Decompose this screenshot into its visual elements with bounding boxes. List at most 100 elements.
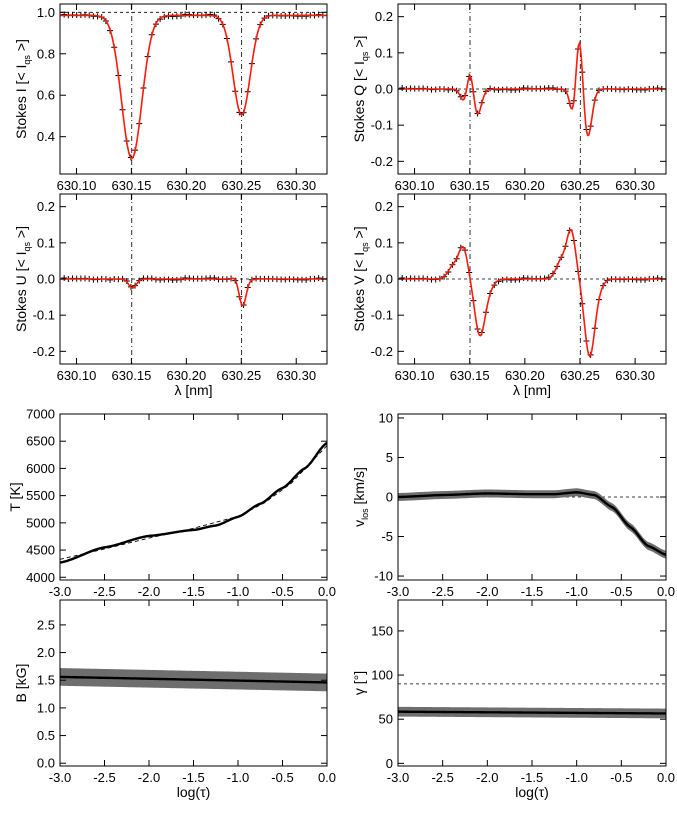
observed-point: [654, 275, 661, 282]
panel-temperature: -3.0 -2.5 -2.0 -1.5 -1.0 -0.5 0.0 4000 4500 5000 5…: [7, 407, 336, 600]
observed-point: [654, 85, 661, 92]
x-tick-label: 630.10: [395, 368, 435, 383]
plot-area: [60, 441, 327, 564]
y-tick-label: -0.2: [371, 154, 393, 169]
y-tick-label: 0: [386, 756, 393, 771]
observed-point: [107, 276, 114, 283]
x-tick-label: -0.5: [271, 770, 293, 785]
fit-line: [398, 40, 666, 137]
x-tick-label: -2.5: [431, 770, 453, 785]
panel-field-strength: -3.0 -2.5 -2.0 -1.5 -1.0 -0.5 0.0 0.0 0.5 1.0 1.5 2…: [13, 599, 336, 800]
y-tick-label: 0.1: [375, 45, 393, 60]
reference-model-line: [60, 445, 327, 560]
axes-frame: [397, 599, 667, 767]
plot-area: [398, 4, 666, 174]
y-tick-label: 0.0: [375, 82, 393, 97]
y-tick-label: -0.2: [371, 344, 393, 359]
y-tick-label: 1.5: [37, 673, 55, 688]
y-tick-label: 0.2: [375, 9, 393, 24]
x-tick-label: -3.0: [387, 584, 409, 599]
x-tick-label: 630.15: [112, 178, 152, 193]
x-tick-label: -2.0: [138, 584, 160, 599]
x-tick-label: 630.30: [615, 178, 655, 193]
y-tick-label: -5: [381, 529, 393, 544]
y-axis-title-main: Stokes V [< I: [351, 252, 367, 332]
y-tick-label: 100: [371, 668, 393, 683]
y-tick-label: 6000: [26, 461, 55, 476]
solution-line: [398, 710, 666, 715]
y-tick-label: 0.5: [37, 728, 55, 743]
observed-point: [399, 85, 406, 92]
x-tick-label: -2.5: [93, 584, 115, 599]
x-tick-label: 630.20: [505, 178, 545, 193]
y-tick-label: 1.0: [37, 700, 55, 715]
observed-point: [549, 85, 556, 92]
y-tick-label: 150: [371, 623, 393, 638]
y-tick-label: -10: [374, 569, 393, 584]
y-axis-title-end: [km/s]: [351, 467, 367, 508]
y-tick-label: 0.1: [37, 235, 55, 250]
x-tick-label: 630.20: [505, 368, 545, 383]
y-axis-title-main: Stokes U [< I: [13, 251, 29, 332]
y-axis-title-end: >]: [351, 36, 367, 52]
x-tick-label: 630.25: [560, 178, 600, 193]
x-tick-label: -1.5: [521, 770, 543, 785]
x-tick-label: 630.25: [221, 178, 261, 193]
x-tick-label: 630.10: [395, 178, 435, 193]
x-axis-title: λ [nm]: [513, 382, 551, 398]
x-tick-label: 630.20: [166, 368, 206, 383]
x-tick-label: -0.5: [610, 770, 632, 785]
solution-line: [398, 491, 666, 556]
panel-stokes-q: 630.10 630.15 630.20 630.25 630.30 -0.2 -0.1 0.…: [351, 3, 667, 193]
x-tick-label: -1.5: [182, 584, 204, 599]
observed-point: [642, 86, 649, 93]
y-axis-title-subscript: qs: [360, 242, 370, 252]
y-axis-title-subscript: los: [360, 508, 370, 520]
uncertainty-band: [60, 441, 327, 564]
y-tick-label: 2.5: [37, 617, 55, 632]
x-tick-label: 630.15: [450, 178, 490, 193]
y-tick-label: 0.1: [375, 235, 393, 250]
observed-point: [315, 275, 322, 282]
observed-point: [642, 276, 649, 283]
x-tick-label: 630.15: [450, 368, 490, 383]
x-tick-label: 0.0: [318, 584, 336, 599]
observed-point: [207, 11, 214, 18]
x-tick-label: 0.0: [318, 770, 336, 785]
plot-area: [398, 194, 666, 364]
y-tick-label: 7000: [26, 407, 55, 422]
y-tick-label: 0.2: [375, 199, 393, 214]
y-axis-title-subscript: qs: [22, 55, 32, 65]
x-tick-label: -3.0: [49, 584, 71, 599]
x-tick-label: -1.0: [565, 584, 587, 599]
plot-area: [398, 683, 666, 719]
y-axis-title: B [kG]: [13, 664, 29, 703]
y-tick-label: 4000: [26, 570, 55, 585]
x-tick-label: -2.5: [431, 584, 453, 599]
x-tick-label: 630.30: [615, 368, 655, 383]
x-tick-label: -1.5: [521, 584, 543, 599]
y-tick-label: 0: [386, 490, 393, 505]
y-tick-label: 5: [386, 450, 393, 465]
y-axis-title-subscript: qs: [22, 241, 32, 251]
axes-frame: [59, 3, 328, 175]
panel-inclination: -3.0 -2.5 -2.0 -1.5 -1.0 -0.5 0.0 0 50 100 150 log(…: [351, 599, 675, 800]
y-axis-title: vlos [km/s]: [351, 467, 370, 527]
y-tick-label: -0.1: [371, 308, 393, 323]
y-axis-title-main: v: [351, 520, 367, 527]
fit-line: [398, 228, 666, 358]
y-tick-label: 0.6: [37, 88, 55, 103]
x-tick-label: 630.25: [221, 368, 261, 383]
x-tick-label: -3.0: [387, 770, 409, 785]
x-tick-label: -2.5: [93, 770, 115, 785]
y-tick-label: 0.8: [37, 46, 55, 61]
observed-point: [303, 13, 310, 20]
solution-line: [60, 675, 327, 684]
x-tick-label: 630.10: [57, 368, 97, 383]
x-tick-label: -1.0: [565, 770, 587, 785]
x-tick-label: 630.30: [276, 178, 316, 193]
y-tick-label: 50: [379, 712, 393, 727]
observed-point: [399, 275, 406, 282]
panel-velocity: -3.0 -2.5 -2.0 -1.5 -1.0 -0.5 0.0 -10 -5 0 5 10 vlos…: [351, 410, 675, 599]
